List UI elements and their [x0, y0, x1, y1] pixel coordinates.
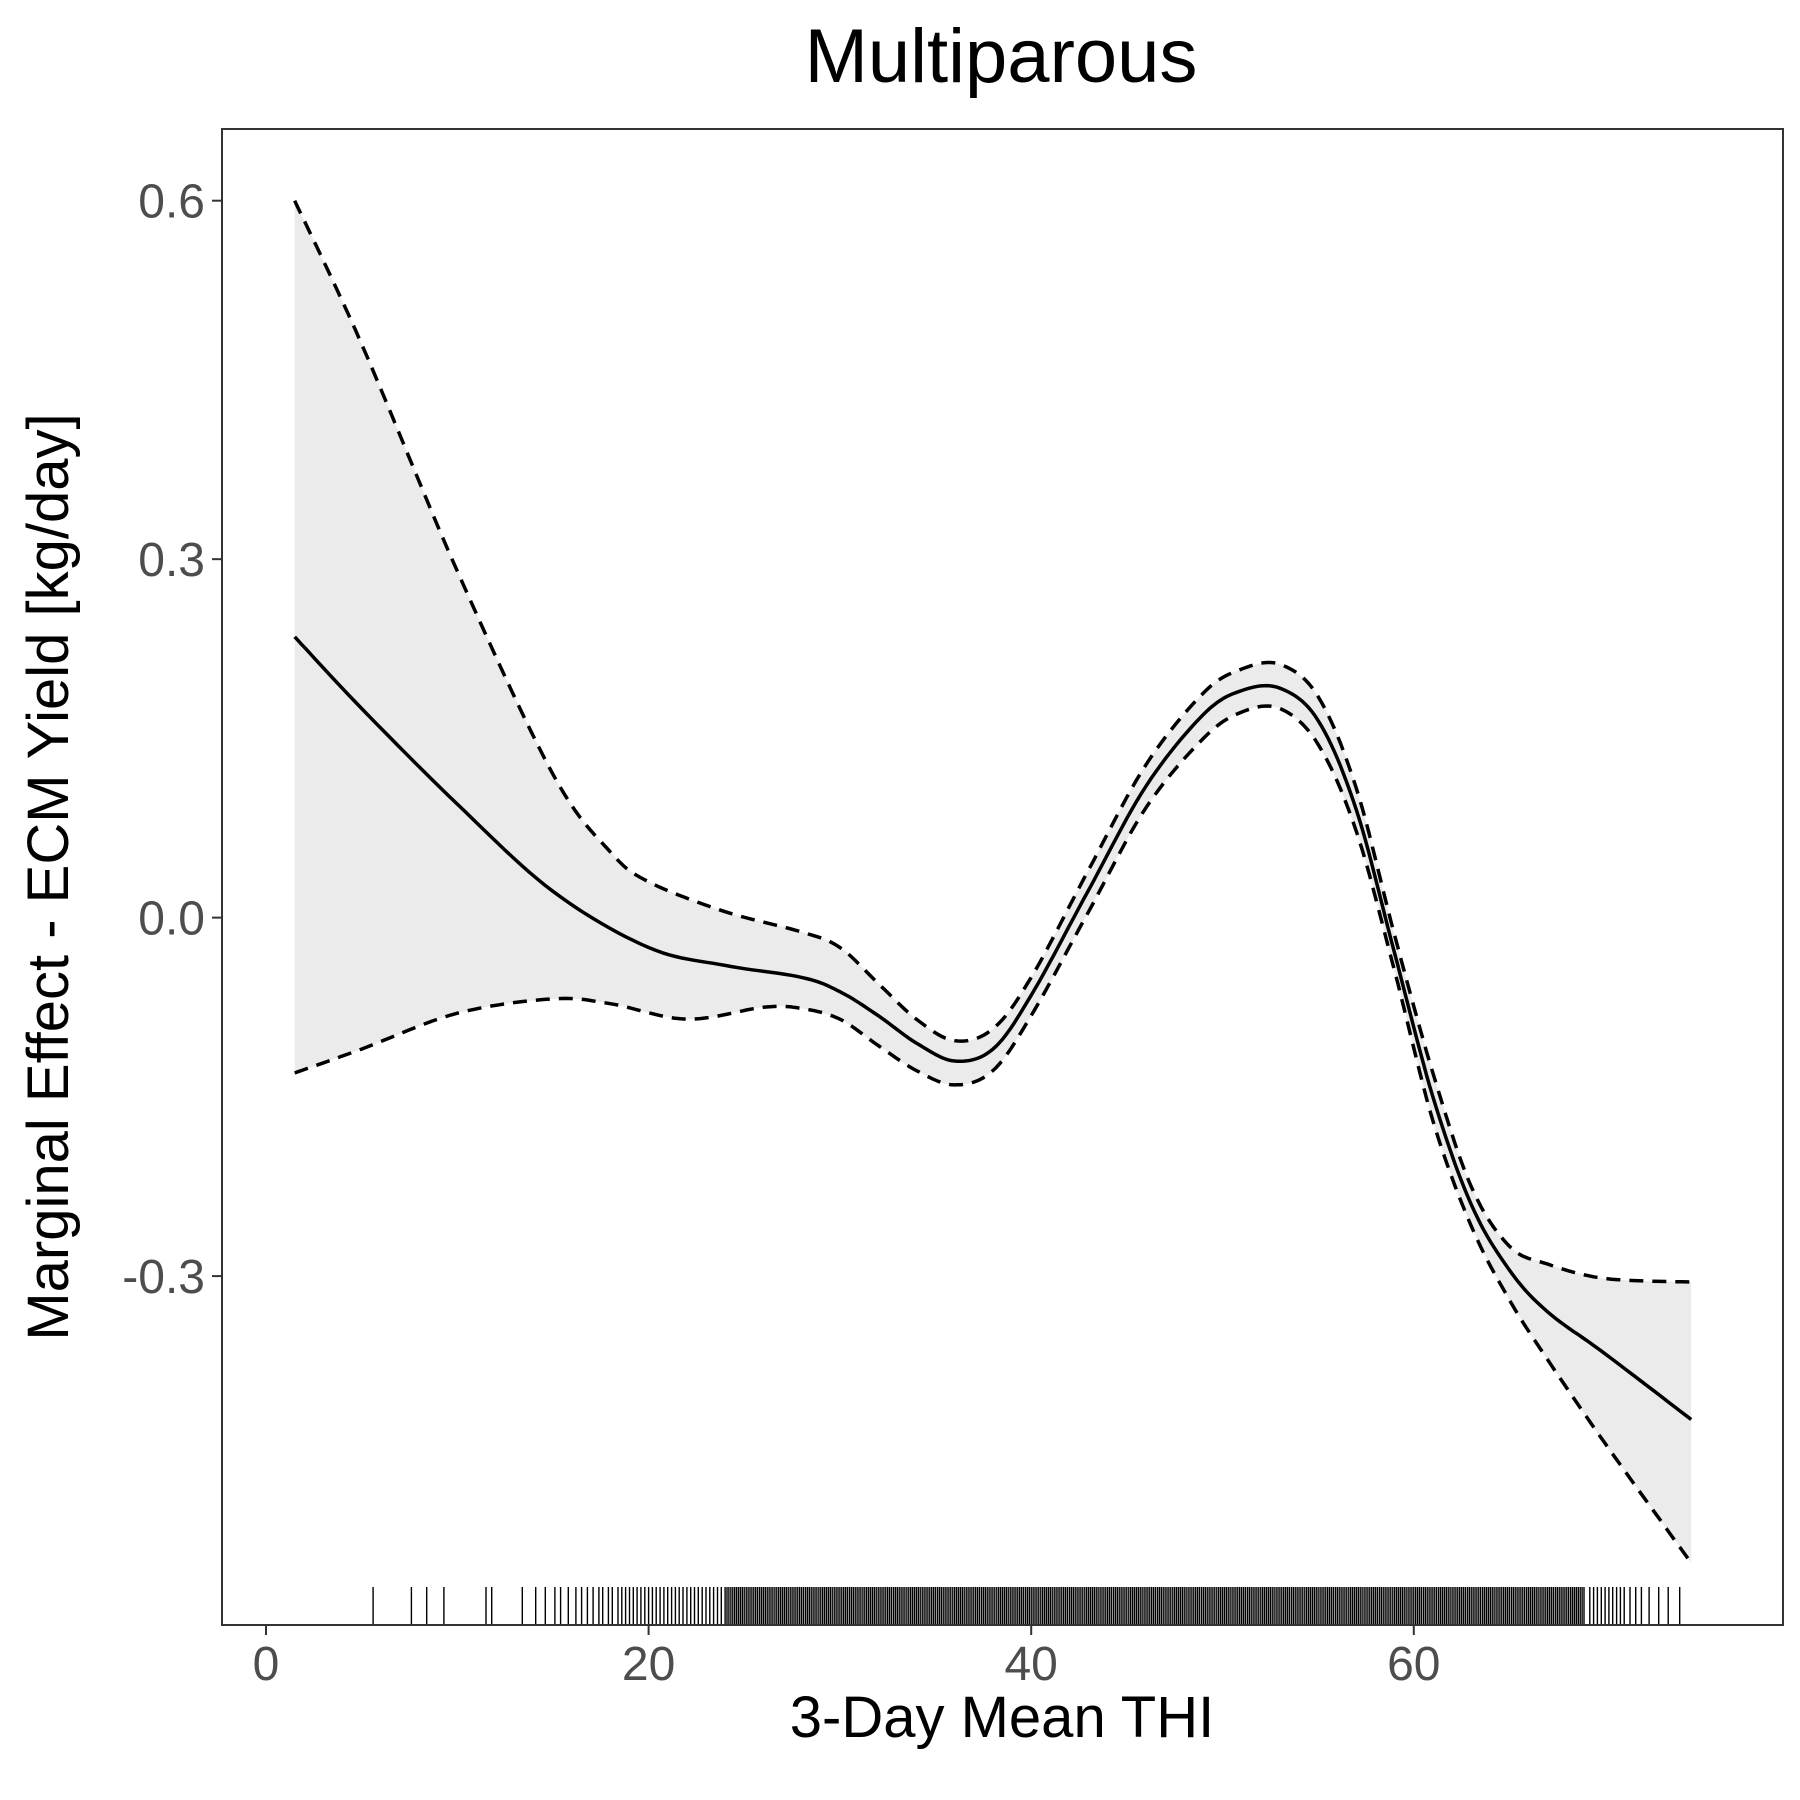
confidence-band — [294, 200, 1692, 1563]
y-tick-label: -0.3 — [122, 1251, 205, 1304]
y-tick-label: 0.6 — [138, 176, 205, 229]
x-tick-label: 60 — [1387, 1638, 1440, 1691]
panel-border — [221, 128, 1784, 1626]
x-tick-label: 0 — [253, 1638, 280, 1691]
lower-bound-line — [294, 704, 1693, 1564]
rug — [372, 1587, 1681, 1625]
y-tick-label: 0.0 — [138, 893, 205, 946]
y-tick-label: 0.3 — [138, 534, 205, 587]
x-axis-title: 3-Day Mean THI — [790, 1685, 1214, 1750]
x-tick-label: 20 — [622, 1638, 675, 1691]
y-axis: -0.3 0.0 0.3 0.6 — [122, 176, 222, 1304]
chart-title: Multiparous — [805, 14, 1198, 99]
x-tick-label: 40 — [1004, 1638, 1057, 1691]
plot-area — [293, 199, 1693, 1625]
upper-bound-line — [293, 199, 1692, 1284]
y-axis-title: Marginal Effect - ECM Yield [kg/day] — [16, 413, 81, 1340]
x-axis: 0 20 40 60 — [253, 1625, 1440, 1691]
estimate-line — [293, 635, 1693, 1421]
